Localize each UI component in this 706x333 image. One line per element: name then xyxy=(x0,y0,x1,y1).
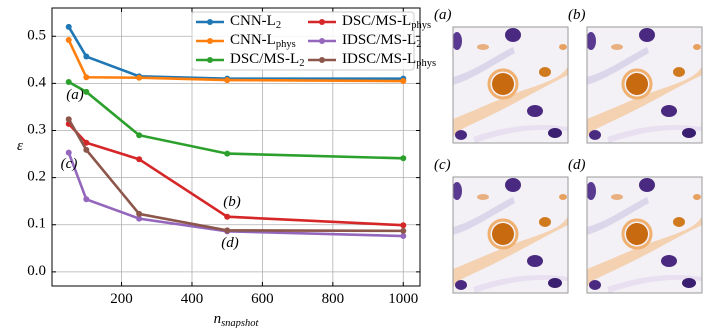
legend-swatch xyxy=(207,19,213,25)
image-d xyxy=(586,176,703,294)
point xyxy=(65,23,72,30)
point xyxy=(224,227,231,234)
point xyxy=(400,233,407,240)
panel-label: (d) xyxy=(568,157,586,173)
point xyxy=(224,77,231,84)
x-axis-label: nsnapshot xyxy=(214,311,260,328)
point xyxy=(136,132,143,139)
annotation: (c) xyxy=(61,156,78,172)
legend-frame xyxy=(191,11,415,71)
point xyxy=(400,222,407,229)
legend-swatch xyxy=(207,38,213,44)
legend-swatch xyxy=(319,38,325,44)
annotation: (b) xyxy=(223,194,241,210)
legend-swatch xyxy=(319,57,325,63)
point xyxy=(136,156,143,163)
point xyxy=(224,150,231,157)
image-c xyxy=(452,176,569,294)
annotation: (d) xyxy=(221,235,239,251)
legend-label: CNN-L2 xyxy=(230,13,281,31)
point xyxy=(65,116,72,123)
annotation: (a) xyxy=(66,87,84,103)
series-line xyxy=(68,80,404,160)
point xyxy=(136,74,143,81)
point xyxy=(224,213,231,220)
x-tick-label: 1000 xyxy=(388,291,418,307)
legend-label: DSC/MS-L2 xyxy=(230,51,304,69)
panel-label: (c) xyxy=(434,157,451,173)
legend-swatch xyxy=(319,19,325,25)
plot-frame xyxy=(51,7,421,287)
y-tick-label: 0.2 xyxy=(27,169,46,185)
image-panels: (a) (b) (c) (d) xyxy=(434,7,703,294)
image-b xyxy=(586,26,703,144)
x-tick-label: 800 xyxy=(322,291,345,307)
legend-swatch xyxy=(207,57,213,63)
point xyxy=(400,155,407,162)
y-tick-label: 0.4 xyxy=(27,75,46,91)
y-axis-label: ε xyxy=(17,138,23,154)
y-tick-label: 0.1 xyxy=(27,216,46,232)
x-tick-label: 200 xyxy=(110,291,133,307)
point xyxy=(65,78,72,85)
point xyxy=(83,88,90,95)
y-tick-label: 0.0 xyxy=(27,263,46,279)
point xyxy=(136,210,143,217)
legend-label: DSC/MS-Lphys xyxy=(342,13,431,31)
point xyxy=(83,146,90,153)
point xyxy=(83,196,90,203)
point xyxy=(83,74,90,81)
point xyxy=(83,139,90,146)
legend-label: IDSC/MS-L2 xyxy=(342,32,421,50)
x-tick-label: 400 xyxy=(181,291,204,307)
point xyxy=(136,215,143,222)
image-a xyxy=(452,26,569,144)
point xyxy=(400,227,407,234)
panel-label: (a) xyxy=(434,7,452,23)
legend: CNN-L2CNN-LphysDSC/MS-L2DSC/MS-LphysIDSC… xyxy=(191,11,436,71)
series-line xyxy=(67,118,404,233)
point xyxy=(83,53,90,60)
legend-label: IDSC/MS-Lphys xyxy=(342,51,436,69)
y-tick-label: 0.5 xyxy=(27,28,46,44)
x-tick-label: 600 xyxy=(251,291,274,307)
y-tick-label: 0.3 xyxy=(27,122,46,138)
point xyxy=(400,78,407,85)
point xyxy=(65,149,72,156)
legend-label: CNN-Lphys xyxy=(230,32,296,50)
panel-label: (b) xyxy=(568,7,586,23)
point xyxy=(65,37,72,44)
